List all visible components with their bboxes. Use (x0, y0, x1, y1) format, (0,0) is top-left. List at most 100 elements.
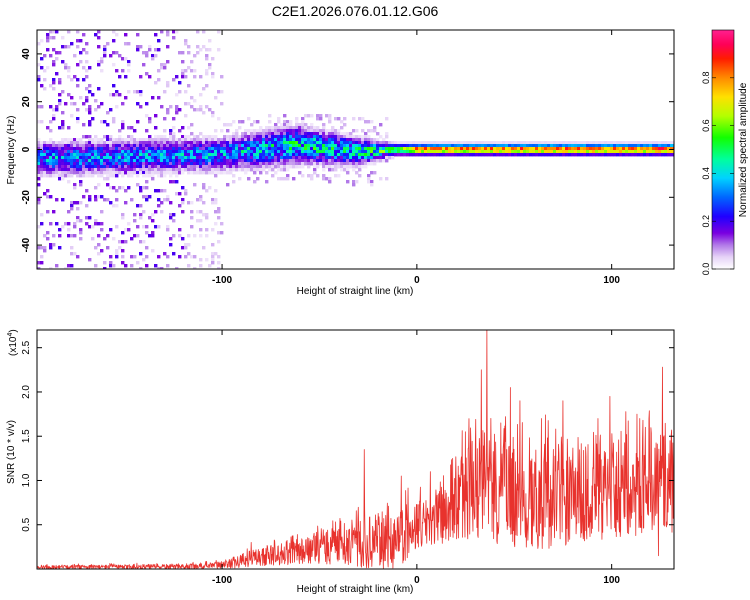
heatmap-cell (349, 132, 353, 136)
heatmap-cell (130, 147, 134, 151)
heatmap-cell (322, 174, 326, 178)
heatmap-cell (499, 150, 503, 154)
heatmap-cell (37, 105, 41, 109)
heatmap-cell (148, 120, 152, 124)
heatmap-cell (559, 153, 563, 157)
heatmap-cell (97, 141, 101, 145)
heatmap-cell (331, 159, 335, 163)
heatmap-cell (166, 147, 170, 151)
heatmap-cell (283, 159, 287, 163)
heatmap-cell (61, 36, 65, 40)
heatmap-cell (268, 132, 272, 136)
heatmap-cell (484, 147, 488, 151)
heatmap-cell (646, 147, 650, 151)
heatmap-cell (49, 165, 53, 169)
heatmap-cell (373, 138, 377, 142)
heatmap-cell (508, 147, 512, 151)
heatmap-cell (352, 144, 356, 148)
heatmap-cell (73, 141, 77, 145)
heatmap-cell (586, 150, 590, 154)
heatmap-cell (217, 240, 221, 244)
heatmap-cell (190, 150, 194, 154)
heatmap-cell (193, 99, 197, 103)
heatmap-cell (526, 141, 530, 145)
heatmap-cell (322, 165, 326, 169)
snr-x-axis-label: Height of straight line (km) (297, 584, 414, 595)
heatmap-cell (46, 159, 50, 163)
heatmap-cell (166, 138, 170, 142)
heatmap-cell (67, 147, 71, 151)
heatmap-cell (142, 144, 146, 148)
heatmap-cell (64, 174, 68, 178)
heatmap-cell (439, 141, 443, 145)
heatmap-cell (73, 201, 77, 205)
heatmap-cell (304, 156, 308, 160)
heatmap-cell (64, 102, 68, 106)
heatmap-cell (115, 159, 119, 163)
heatmap-cell (46, 36, 50, 40)
heatmap-cell (85, 75, 89, 79)
heatmap-cell (175, 105, 179, 109)
heatmap-cell (103, 45, 107, 49)
heatmap-cell (370, 129, 374, 133)
heatmap-cell (175, 165, 179, 169)
heatmap-cell (154, 150, 158, 154)
heatmap-cell (211, 252, 215, 256)
heatmap-cell (115, 153, 119, 157)
heatmap-cell (346, 159, 350, 163)
heatmap-cell (40, 39, 44, 43)
heatmap-cell (367, 180, 371, 184)
heatmap-cell (64, 153, 68, 157)
heatmap-cell (274, 126, 278, 130)
heatmap-cell (202, 246, 206, 250)
heatmap-cell (235, 156, 239, 160)
heatmap-cell (100, 60, 104, 64)
heatmap-cell (115, 171, 119, 175)
heatmap-cell (274, 165, 278, 169)
heatmap-cell (235, 159, 239, 163)
heatmap-cell (157, 141, 161, 145)
heatmap-cell (58, 156, 62, 160)
heatmap-cell (187, 102, 191, 106)
heatmap-cell (286, 132, 290, 136)
heatmap-cell (274, 153, 278, 157)
heatmap-cell (265, 153, 269, 157)
heatmap-cell (100, 57, 104, 61)
heatmap-cell (94, 147, 98, 151)
heatmap-cell (637, 144, 641, 148)
heatmap-cell (277, 147, 281, 151)
heatmap-cell (301, 117, 305, 121)
heatmap-cell (124, 75, 128, 79)
heatmap-cell (316, 129, 320, 133)
heatmap-cell (49, 105, 53, 109)
heatmap-cell (46, 48, 50, 52)
heatmap-cell (457, 153, 461, 157)
heatmap-cell (166, 153, 170, 157)
heatmap-cell (184, 147, 188, 151)
heatmap-cell (190, 168, 194, 172)
heatmap-cell (112, 51, 116, 55)
heatmap-cell (208, 108, 212, 112)
heatmap-cell (508, 150, 512, 154)
heatmap-cell (199, 258, 203, 262)
heatmap-cell (124, 147, 128, 151)
heatmap-cell (295, 126, 299, 130)
heatmap-cell (142, 186, 146, 190)
heatmap-cell (244, 132, 248, 136)
heatmap-cell (127, 42, 131, 46)
heatmap-cell (367, 120, 371, 124)
heatmap-cell (280, 132, 284, 136)
heatmap-cell (145, 129, 149, 133)
heatmap-cell (115, 105, 119, 109)
heatmap-cell (115, 252, 119, 256)
heatmap-cell (478, 141, 482, 145)
heatmap-cell (361, 162, 365, 166)
heatmap-cell (55, 165, 59, 169)
heatmap-cell (181, 60, 185, 64)
heatmap-cell (196, 153, 200, 157)
heatmap-cell (283, 129, 287, 133)
heatmap-cell (523, 141, 527, 145)
heatmap-cell (184, 138, 188, 142)
heatmap-cell (58, 141, 62, 145)
heatmap-cell (259, 153, 263, 157)
